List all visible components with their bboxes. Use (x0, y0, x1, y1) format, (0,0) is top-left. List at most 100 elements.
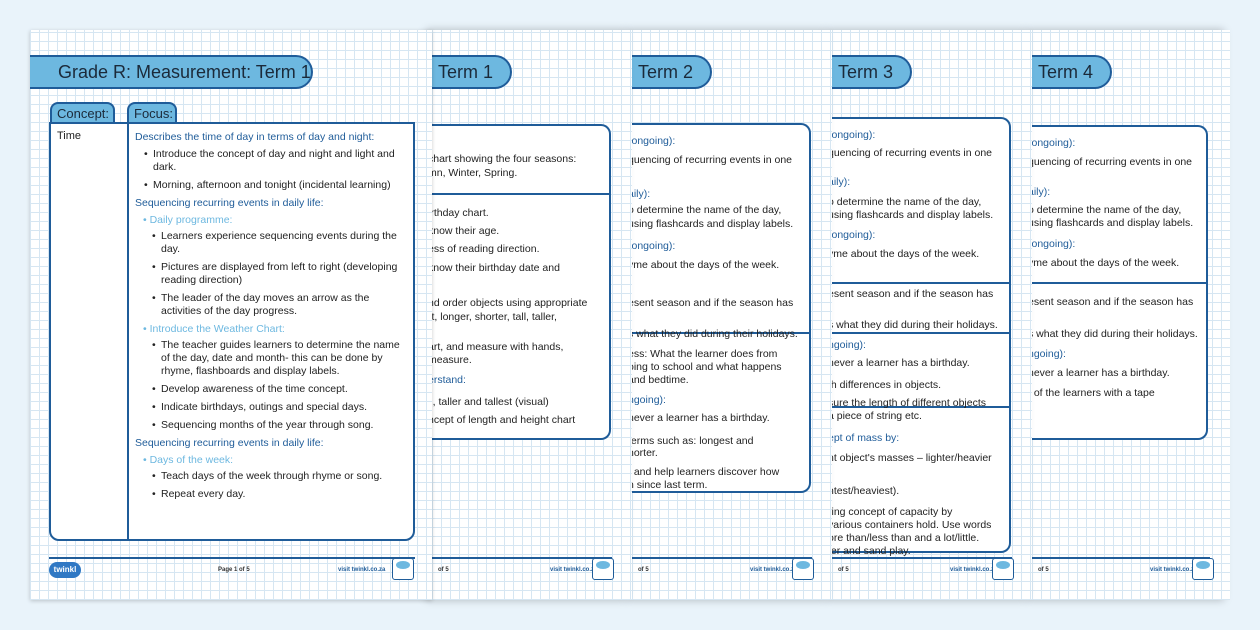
text-line: yme about the days of the week. (832, 248, 980, 260)
content-table: chart showing the four seasons: mn, Winte… (432, 124, 611, 440)
page-number: of 5 (438, 567, 449, 573)
approved-badge-icon (792, 558, 814, 580)
text-line: using flashcards and display labels. (832, 209, 994, 221)
focus-heading: Describes the time of day in terms of da… (135, 131, 375, 143)
text-line: ore than/less than and a lot/little. (832, 532, 980, 544)
text-line: (ongoing): (1032, 238, 1076, 250)
visit-link: visit twinkl.co.za (1150, 567, 1198, 573)
page-number: of 5 (838, 567, 849, 573)
text-line: esent season and if the season has (832, 288, 994, 300)
text-line: a piece of string etc. (832, 410, 922, 422)
focus-cell: Describes the time of day in terms of da… (131, 124, 413, 506)
text-line: esent season and if the season has (632, 297, 794, 309)
page-number: Page 1 of 5 (218, 567, 250, 573)
text-line: ll, taller and tallest (visual) (432, 396, 549, 408)
list-item: Teach days of the week through rhyme or … (152, 470, 407, 483)
text-line: never a learner has a birthday. (832, 357, 970, 369)
text-line: aily): (1032, 186, 1051, 198)
text-line: (ongoing): (832, 129, 876, 141)
text-line: ring concept of capacity by (832, 506, 953, 518)
text-line: s what they did during their holidays. (1032, 328, 1198, 340)
row-divider (432, 193, 609, 195)
text-line: ngoing): (632, 394, 666, 406)
text-line: never a learner has a birthday. (632, 412, 770, 424)
text-line: th differences in objects. (832, 379, 942, 391)
text-line: quencing of recurring events in one (632, 154, 793, 166)
text-line: horter. (632, 447, 658, 459)
footer-divider (832, 557, 1012, 559)
term-title: Term 4 (1032, 55, 1112, 89)
page-3-preview: Term 2 (ongoing): quencing of recurring ev… (632, 30, 832, 600)
list-item: The leader of the day moves an arrow as … (152, 292, 407, 318)
page-number: of 5 (1038, 567, 1049, 573)
list-item: Introduce the concept of day and night a… (144, 148, 407, 174)
concept-cell: Time (51, 124, 129, 539)
list-item: Develop awareness of the time concept. (152, 383, 407, 396)
text-line: (ongoing): (632, 240, 676, 252)
approved-badge-icon (392, 558, 414, 580)
content-table: (ongoing): quencing of recurring events i… (832, 117, 1011, 557)
content-table: Time Describes the time of day in terms … (49, 122, 415, 541)
text-line: ess: What the learner does from (632, 348, 778, 360)
text-line: o determine the name of the day, (632, 204, 782, 216)
focus-tab: Focus: (127, 102, 177, 124)
text-line: ngoing): (1032, 348, 1066, 360)
page-4-preview: Term 3 (ongoing): quencing of recurring ev… (832, 30, 1032, 600)
text-line: various containers hold. Use words (832, 519, 992, 531)
visit-link: visit twinkl.co.za (338, 567, 386, 573)
page-1-preview: Grade R: Measurement: Term 1 Concept: Fo… (30, 30, 432, 600)
row-divider (832, 406, 1009, 408)
focus-heading: Sequencing recurring events in daily lif… (135, 197, 324, 209)
text-line: aily): (632, 188, 651, 200)
list-item: Sequencing months of the year through so… (152, 419, 407, 432)
approved-badge-icon (1192, 558, 1214, 580)
text-line: ess of reading direction. (432, 243, 540, 255)
text-line: (ongoing): (832, 229, 876, 241)
text-line: yme about the days of the week. (632, 259, 780, 271)
twinkl-logo: twinkl (49, 562, 81, 578)
subheading: Days of the week: (143, 454, 407, 467)
focus-heading: Sequencing recurring events in daily lif… (135, 437, 324, 449)
text-line: measure. (432, 354, 472, 366)
text-line: ter and sand play. (832, 545, 911, 557)
text-line: chart showing the four seasons: (432, 153, 577, 165)
list-item: The teacher guides learners to determine… (152, 339, 407, 378)
text-line: o determine the name of the day, (832, 196, 982, 208)
content-table: (ongoing): quencing of recurring events i… (1032, 125, 1208, 440)
term-title: Term 3 (832, 55, 912, 89)
text-line: ept of mass by: (832, 432, 900, 444)
text-line: never a learner has a birthday. (1032, 367, 1170, 379)
content-table: (ongoing): quencing of recurring events i… (632, 123, 811, 493)
footer-divider (49, 557, 415, 559)
subheading: Daily programme: (143, 214, 407, 227)
list-item: Learners experience sequencing events du… (152, 230, 407, 256)
text-line: t of the learners with a tape (1032, 387, 1155, 399)
footer-divider (1032, 557, 1210, 559)
text-line: irthday chart. (432, 207, 489, 219)
page-number: of 5 (638, 567, 649, 573)
text-line: htest/heaviest). (832, 485, 900, 497)
text-line: (ongoing): (632, 135, 676, 147)
text-line: sure the length of different objects (832, 397, 986, 409)
list-item: Indicate birthdays, outings and special … (152, 401, 407, 414)
row-divider (632, 332, 809, 334)
text-line: o determine the name of the day, (1032, 204, 1182, 216)
footer-divider (432, 557, 612, 559)
list-item: Morning, afternoon and tonight (incident… (144, 179, 407, 192)
text-line: art, and measure with hands, (432, 341, 564, 353)
text-line: know their birthday date and (432, 262, 560, 274)
text-line: using flashcards and display labels. (1032, 217, 1194, 229)
approved-badge-icon (592, 558, 614, 580)
page-5-preview: Term 4 (ongoing): quencing of recurring ev… (1032, 30, 1230, 600)
term-title: Term 2 (632, 55, 712, 89)
text-line: and bedtime. (632, 374, 689, 386)
text-line: terms such as: longest and (632, 435, 754, 447)
text-line: ngoing): (832, 339, 866, 351)
text-line: s what they did during their holidays. (832, 319, 998, 331)
text-line: mn, Winter, Spring. (432, 167, 518, 179)
row-divider (832, 282, 1009, 284)
row-divider (832, 332, 1009, 334)
text-line: nt object's masses – lighter/heavier (832, 452, 992, 464)
concept-tab: Concept: (50, 102, 115, 124)
list-item: Repeat every day. (152, 488, 407, 501)
